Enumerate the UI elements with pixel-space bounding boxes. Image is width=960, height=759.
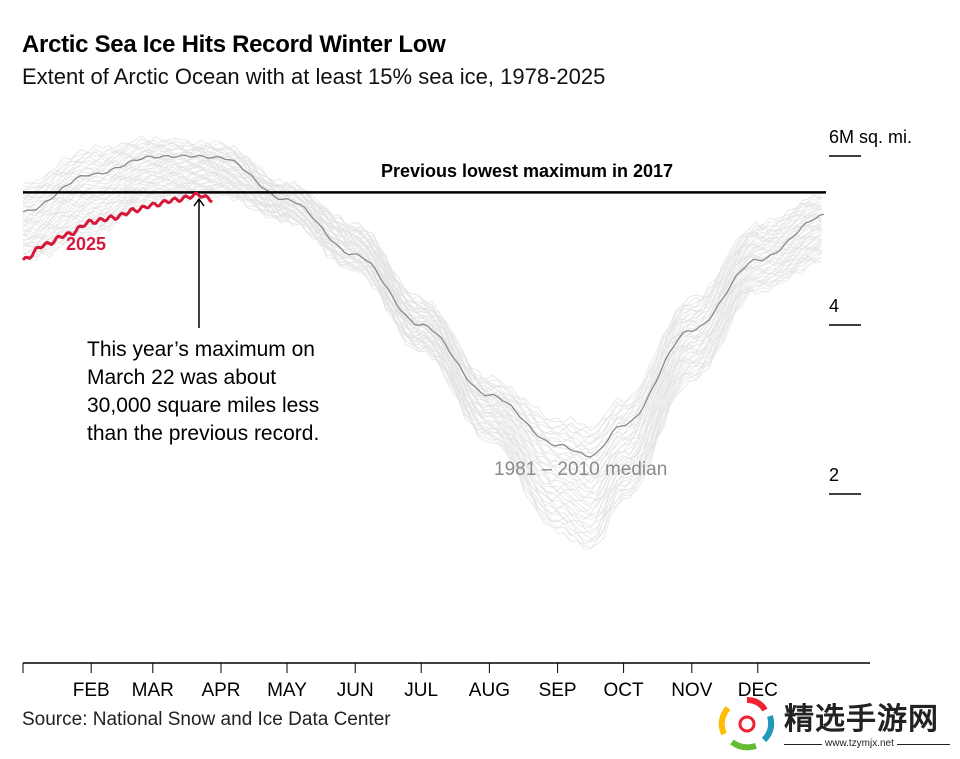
x-tick-label: JUL [404, 680, 438, 701]
year-line [22, 171, 822, 506]
median-label: 1981 – 2010 median [494, 459, 667, 480]
year-line [22, 157, 822, 479]
year-line [22, 162, 822, 494]
year-line [22, 185, 822, 545]
x-tick-label: APR [201, 680, 240, 701]
y-tick-label: 2 [829, 465, 839, 485]
chart-subtitle: Extent of Arctic Ocean with at least 15%… [22, 64, 606, 89]
year-line [22, 184, 822, 540]
annotation-text: This year’s maximum on [87, 338, 315, 361]
x-tick-label: FEB [73, 680, 110, 701]
year-line [22, 189, 822, 550]
arrowhead-icon [193, 197, 205, 207]
year-line [22, 142, 822, 448]
watermark-logo-icon [718, 697, 775, 751]
year-line [22, 170, 822, 508]
x-tick-label: NOV [671, 680, 713, 701]
x-tick-label: JUN [337, 680, 374, 701]
year-line [22, 134, 822, 432]
y-tick-label: 4 [829, 296, 839, 316]
year-line [22, 187, 822, 542]
x-tick-label: SEP [539, 680, 577, 701]
annotation-text: 30,000 square miles less [87, 394, 319, 417]
year-line [22, 180, 822, 527]
year-line [22, 183, 822, 534]
watermark: 精选手游网 www.tzymjx.net [712, 692, 952, 752]
watermark-text: 精选手游网 [784, 702, 939, 737]
series-2025-label: 2025 [66, 234, 106, 254]
year-line [22, 162, 822, 484]
x-tick-label: MAY [267, 680, 307, 701]
x-tick-label: MAR [132, 680, 174, 701]
annotation-text: March 22 was about [87, 366, 276, 389]
x-tick-label: AUG [469, 680, 510, 701]
chart-title: Arctic Sea Ice Hits Record Winter Low [22, 31, 446, 58]
year-line [22, 180, 822, 529]
x-tick-label: DEC [738, 680, 778, 701]
y-tick-label: 6M sq. mi. [829, 127, 912, 147]
x-tick-label: OCT [604, 680, 645, 701]
median-line [22, 154, 824, 458]
watermark-url: www.tzymjx.net [822, 738, 897, 749]
year-line [22, 140, 822, 442]
series-2025-line [21, 191, 213, 261]
year-line [22, 174, 822, 517]
year-line [22, 178, 822, 520]
year-line [22, 153, 822, 472]
annotation-text: than the previous record. [87, 422, 319, 445]
year-line [22, 139, 822, 439]
source-note: Source: National Snow and Ice Data Cente… [22, 709, 391, 730]
record-label: Previous lowest maximum in 2017 [381, 161, 673, 181]
